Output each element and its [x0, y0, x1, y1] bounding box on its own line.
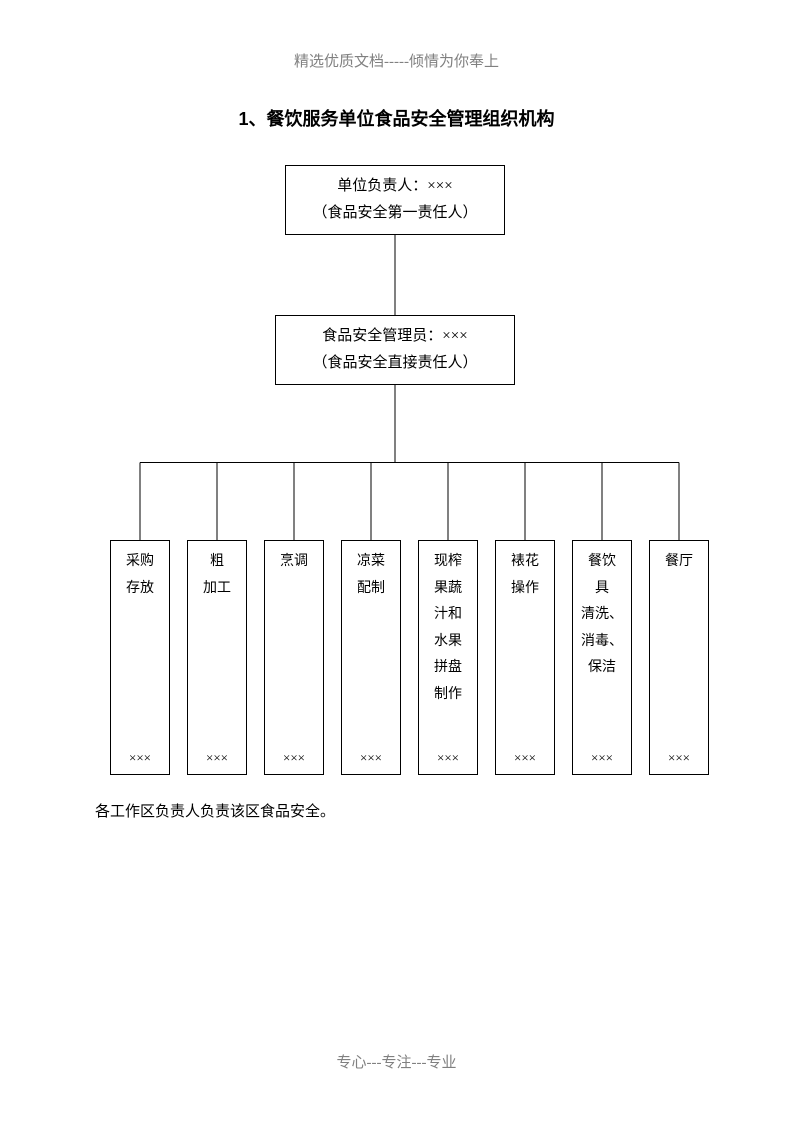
page-footer: 专心---专注---专业: [0, 1051, 793, 1072]
org-mid-box: 食品安全管理员：××× （食品安全直接责任人）: [275, 315, 515, 385]
org-leaf-box: 餐厅 ×××: [649, 540, 709, 775]
org-leaf-person: ×××: [129, 750, 151, 768]
org-leaf-person: ×××: [283, 750, 305, 768]
org-leaf-person: ×××: [668, 750, 690, 768]
org-mid-line1: 食品安全管理员：×××: [322, 323, 467, 350]
org-leaf-box: 凉菜配制 ×××: [341, 540, 401, 775]
org-leaf-label: 现榨果蔬汁和水果拼盘制作: [434, 549, 462, 709]
org-leaf-label: 粗加工: [203, 549, 231, 602]
org-leaf-person: ×××: [514, 750, 536, 768]
org-top-line2: （食品安全第一责任人）: [312, 200, 477, 227]
org-leaf-person: ×××: [360, 750, 382, 768]
org-leaf-box: 现榨果蔬汁和水果拼盘制作 ×××: [418, 540, 478, 775]
page-header: 精选优质文档-----倾情为你奉上: [0, 50, 793, 71]
org-leaf-box: 采购存放 ×××: [110, 540, 170, 775]
page-title: 1、餐饮服务单位食品安全管理组织机构: [0, 105, 793, 131]
org-leaf-label: 餐厅: [665, 549, 693, 576]
org-top-line1: 单位负责人：×××: [337, 173, 452, 200]
org-leaf-box: 烹调 ×××: [264, 540, 324, 775]
org-leaf-label: 采购存放: [126, 549, 154, 602]
org-leaf-person: ×××: [206, 750, 228, 768]
org-leaf-box: 裱花操作 ×××: [495, 540, 555, 775]
org-mid-line2: （食品安全直接责任人）: [312, 350, 477, 377]
org-leaf-person: ×××: [437, 750, 459, 768]
org-leaf-person: ×××: [591, 750, 613, 768]
org-leaf-box: 粗加工 ×××: [187, 540, 247, 775]
org-leaf-label: 凉菜配制: [357, 549, 385, 602]
org-leaf-box: 餐饮具清洗、消毒、保洁 ×××: [572, 540, 632, 775]
org-leaf-label: 烹调: [280, 549, 308, 576]
note-text: 各工作区负责人负责该区食品安全。: [95, 800, 335, 821]
org-leaf-label: 裱花操作: [511, 549, 539, 602]
org-top-box: 单位负责人：××× （食品安全第一责任人）: [285, 165, 505, 235]
org-leaf-label: 餐饮具清洗、消毒、保洁: [581, 549, 623, 682]
